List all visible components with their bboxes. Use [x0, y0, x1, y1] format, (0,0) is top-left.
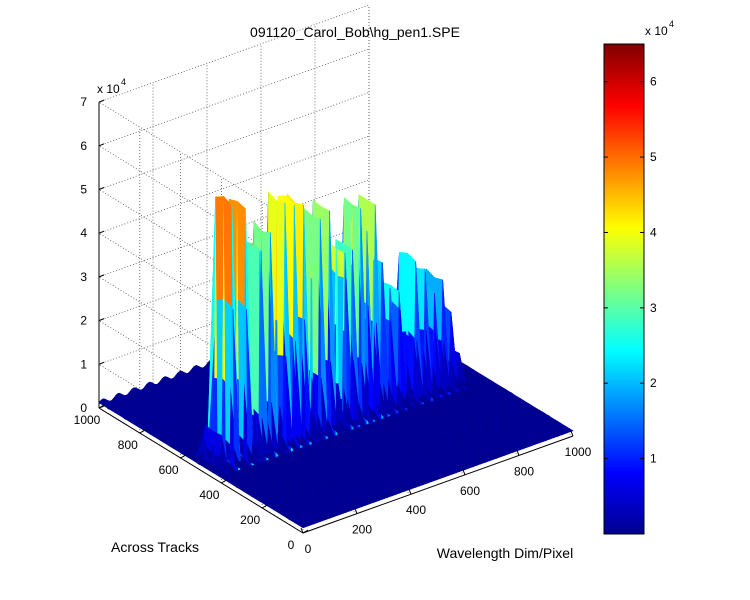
- surface-mesh: [98, 191, 574, 529]
- grid-line: [98, 4, 370, 103]
- grid-line: [98, 48, 370, 147]
